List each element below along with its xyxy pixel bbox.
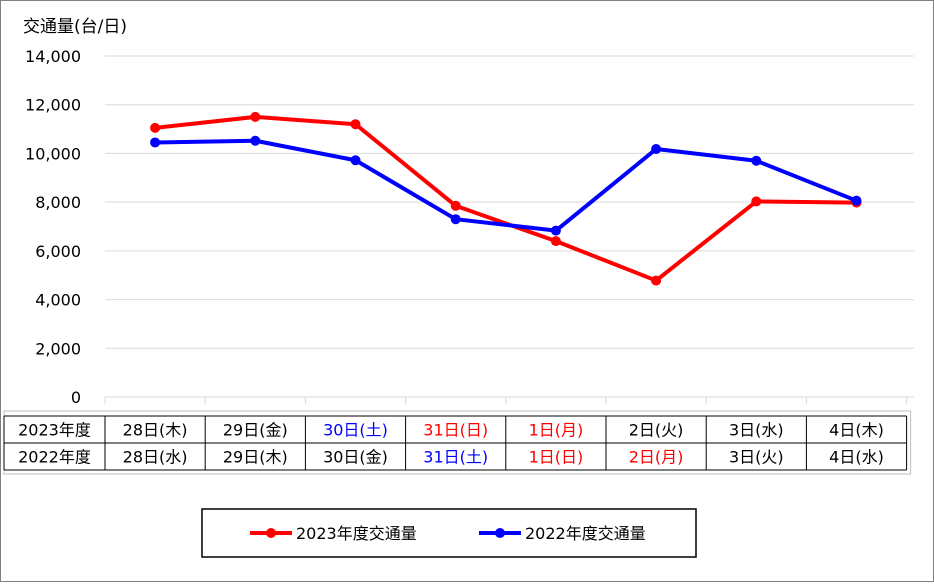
- data-point: [250, 111, 261, 122]
- data-point: [250, 135, 261, 146]
- y-axis-label: 交通量(台/日): [23, 17, 127, 37]
- y-tick-label: 14,000: [25, 47, 81, 66]
- table-cell: 2日(火): [629, 421, 684, 440]
- y-tick-label: 10,000: [25, 144, 81, 163]
- table-cell: 4日(木): [829, 421, 884, 440]
- table-cell: 30日(土): [323, 421, 388, 440]
- data-point: [150, 137, 161, 148]
- data-table: 2023年度 28日(木) 29日(金) 30日(土) 31日(日) 1日(月) 2日(火)…: [3, 410, 912, 475]
- table-cell: 31日(日): [423, 421, 488, 440]
- data-point: [350, 119, 361, 130]
- table-cell: 1日(月): [529, 421, 584, 440]
- y-tick-label: 0: [71, 388, 81, 407]
- table-cell: 29日(金): [223, 421, 288, 440]
- legend-marker: [266, 528, 276, 538]
- data-point: [651, 275, 662, 286]
- table-cell: 1日(日): [529, 448, 584, 467]
- data-point: [651, 144, 662, 155]
- gridlines: [104, 55, 914, 404]
- legend-label: 2023年度交通量: [296, 524, 417, 543]
- data-point: [450, 214, 461, 225]
- data-point: [450, 200, 461, 211]
- data-point: [851, 195, 862, 206]
- data-point: [150, 122, 161, 133]
- y-tick-label: 2,000: [35, 339, 81, 358]
- table-cell: 30日(金): [323, 448, 388, 467]
- legend-marker: [495, 528, 505, 538]
- table-cell: 28日(木): [123, 421, 188, 440]
- series-lines: [150, 111, 862, 286]
- table-cell: 4日(水): [829, 448, 884, 467]
- table-row-label: 2022年度: [18, 448, 91, 467]
- table-cell: 29日(木): [223, 448, 288, 467]
- data-point: [550, 236, 561, 247]
- y-tick-label: 12,000: [25, 96, 81, 115]
- table-cell: 31日(土): [423, 448, 488, 467]
- y-tick-labels: 0 2,000 4,000 6,000 8,000 10,000 12,000 14,000: [25, 47, 81, 407]
- data-point: [751, 196, 762, 207]
- legend: 2023年度交通量 2022年度交通量: [201, 508, 697, 558]
- data-point: [350, 155, 361, 166]
- legend-label: 2022年度交通量: [525, 524, 646, 543]
- y-tick-label: 4,000: [35, 291, 81, 310]
- table-cell: 3日(火): [729, 448, 784, 467]
- series-line: [155, 138, 858, 233]
- table-cell: 2日(月): [629, 448, 684, 467]
- y-tick-label: 8,000: [35, 193, 81, 212]
- table-cell: 3日(水): [729, 421, 784, 440]
- data-point: [550, 225, 561, 236]
- table-cell: 28日(水): [123, 448, 188, 467]
- table-row-label: 2023年度: [18, 421, 91, 440]
- data-point: [751, 155, 762, 166]
- y-tick-label: 6,000: [35, 242, 81, 261]
